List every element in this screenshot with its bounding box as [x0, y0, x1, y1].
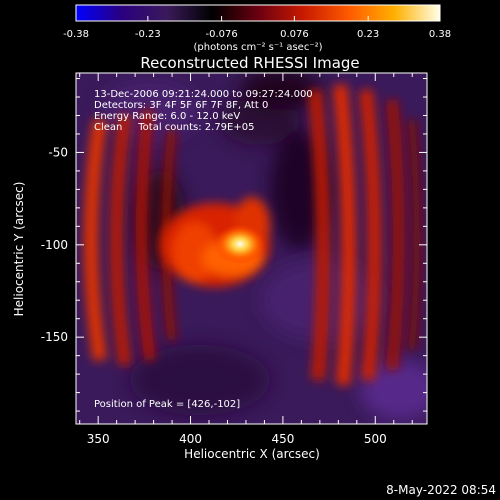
x-tick-label: 400 — [179, 432, 202, 446]
colorbar-ticks: -0.38 -0.23 -0.076 0.076 0.23 0.38 — [63, 16, 451, 40]
colorbar-tick-label: 0.076 — [280, 29, 309, 40]
image-panel: 13-Dec-2006 09:21:24.000 to 09:27:24.000… — [76, 73, 427, 424]
colorbar-unit-label: (photons cm⁻² s⁻¹ asec⁻²) — [193, 42, 322, 53]
x-tick-label: 450 — [271, 432, 294, 446]
y-tick-label: -150 — [41, 330, 68, 344]
colorbar-tick-label: 0.23 — [357, 29, 379, 40]
colorbar-tick-label: -0.23 — [135, 29, 161, 40]
annotation-clean-counts: Clean Total counts: 2.79E+05 — [94, 122, 254, 133]
x-axis: 350 400 450 500 — [79, 73, 413, 446]
colorbar-tick-label: 0.38 — [429, 29, 451, 40]
colorbar — [75, 4, 441, 22]
x-tick-label: 500 — [364, 432, 387, 446]
timestamp: 8-May-2022 08:54 — [386, 483, 496, 497]
plot-frame — [75, 72, 428, 425]
colorbar-tick-label: -0.38 — [63, 29, 89, 40]
annotation-time-range: 13-Dec-2006 09:21:24.000 to 09:27:24.000 — [94, 89, 313, 100]
y-tick-label: -50 — [48, 145, 68, 159]
chart-title: Reconstructed RHESSI Image — [140, 54, 359, 72]
annotation-block: 13-Dec-2006 09:21:24.000 to 09:27:24.000… — [94, 89, 313, 133]
x-axis-label: Heliocentric X (arcsec) — [184, 447, 320, 461]
peak-position-label: Position of Peak = [426,-102] — [94, 399, 240, 410]
colorbar-tick-label: -0.076 — [205, 29, 237, 40]
peak-core — [214, 224, 266, 264]
x-tick-label: 350 — [87, 432, 110, 446]
y-tick-label: -100 — [41, 238, 68, 252]
annotation-energy-range: Energy Range: 6.0 - 12.0 keV — [94, 111, 240, 122]
left-fringe-emission — [84, 109, 177, 366]
y-axis: -150 -100 -50 — [41, 78, 427, 412]
annotation-detectors: Detectors: 3F 4F 5F 6F 7F 8F, Att 0 — [94, 100, 268, 111]
y-axis-label: Heliocentric Y (arcsec) — [12, 182, 26, 317]
right-fringe-emission — [308, 84, 421, 386]
